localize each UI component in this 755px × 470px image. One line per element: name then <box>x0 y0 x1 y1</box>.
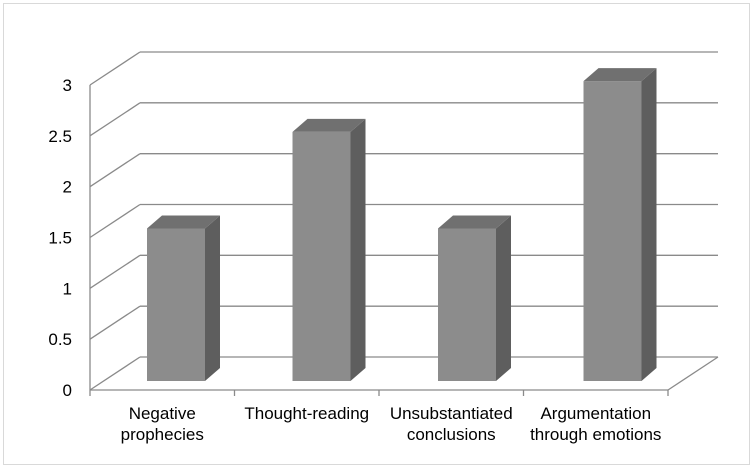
bar-side <box>350 118 366 382</box>
x-category-label-line: conclusions <box>407 425 496 444</box>
x-category-label-line: Argumentation <box>540 404 651 423</box>
gridline-side <box>89 51 141 86</box>
x-category-label: Thought-reading <box>244 404 369 423</box>
bar-front <box>147 228 205 381</box>
bar-top <box>438 215 511 229</box>
bar-front <box>583 81 642 381</box>
y-tick-label: 1.5 <box>48 229 72 248</box>
x-category-label-line: Negative <box>129 404 196 423</box>
bar <box>438 215 511 381</box>
x-category-label: Negative prophecies <box>121 404 204 444</box>
x-category-label-line: prophecies <box>121 425 204 444</box>
axes <box>89 85 719 396</box>
bar-side <box>205 215 220 381</box>
x-category-label-line: Unsubstantiated <box>390 404 513 423</box>
bar-side <box>496 215 511 381</box>
bar-top <box>147 215 220 229</box>
y-tick-label: 0 <box>63 381 72 400</box>
x-category-label-line: through emotions <box>530 425 661 444</box>
y-tick-label: 0.5 <box>48 330 72 349</box>
y-tick-label: 2 <box>63 178 72 197</box>
bar-side <box>641 68 657 381</box>
gridline-side <box>89 102 141 137</box>
gridline-side <box>89 305 141 340</box>
x-category-labels: Negative prophecies Thought-reading Unsubst… <box>121 404 662 444</box>
x-category-label: Argumentation through emotions <box>530 404 661 444</box>
bar-front <box>438 228 496 381</box>
bars <box>147 68 657 382</box>
y-tick-label: 3 <box>63 76 72 95</box>
y-tick-labels: 0 0.5 1 1.5 2 2.5 3 <box>48 76 72 400</box>
x-category-label: Unsubstantiated conclusions <box>390 404 513 444</box>
bar-front <box>292 131 351 381</box>
y-tick-label: 2.5 <box>48 127 72 146</box>
bar <box>583 68 657 381</box>
y-tick-label: 1 <box>63 279 72 298</box>
bar <box>147 215 220 381</box>
gridline-side <box>89 153 141 188</box>
gridline-side <box>89 254 141 289</box>
bar-top <box>583 68 657 82</box>
x-category-label-line: Thought-reading <box>244 404 369 423</box>
gridline-side <box>89 356 141 391</box>
floor-right-edge <box>667 356 719 391</box>
bar-top <box>292 118 366 132</box>
bar <box>292 118 366 382</box>
gridline-side <box>89 203 141 239</box>
